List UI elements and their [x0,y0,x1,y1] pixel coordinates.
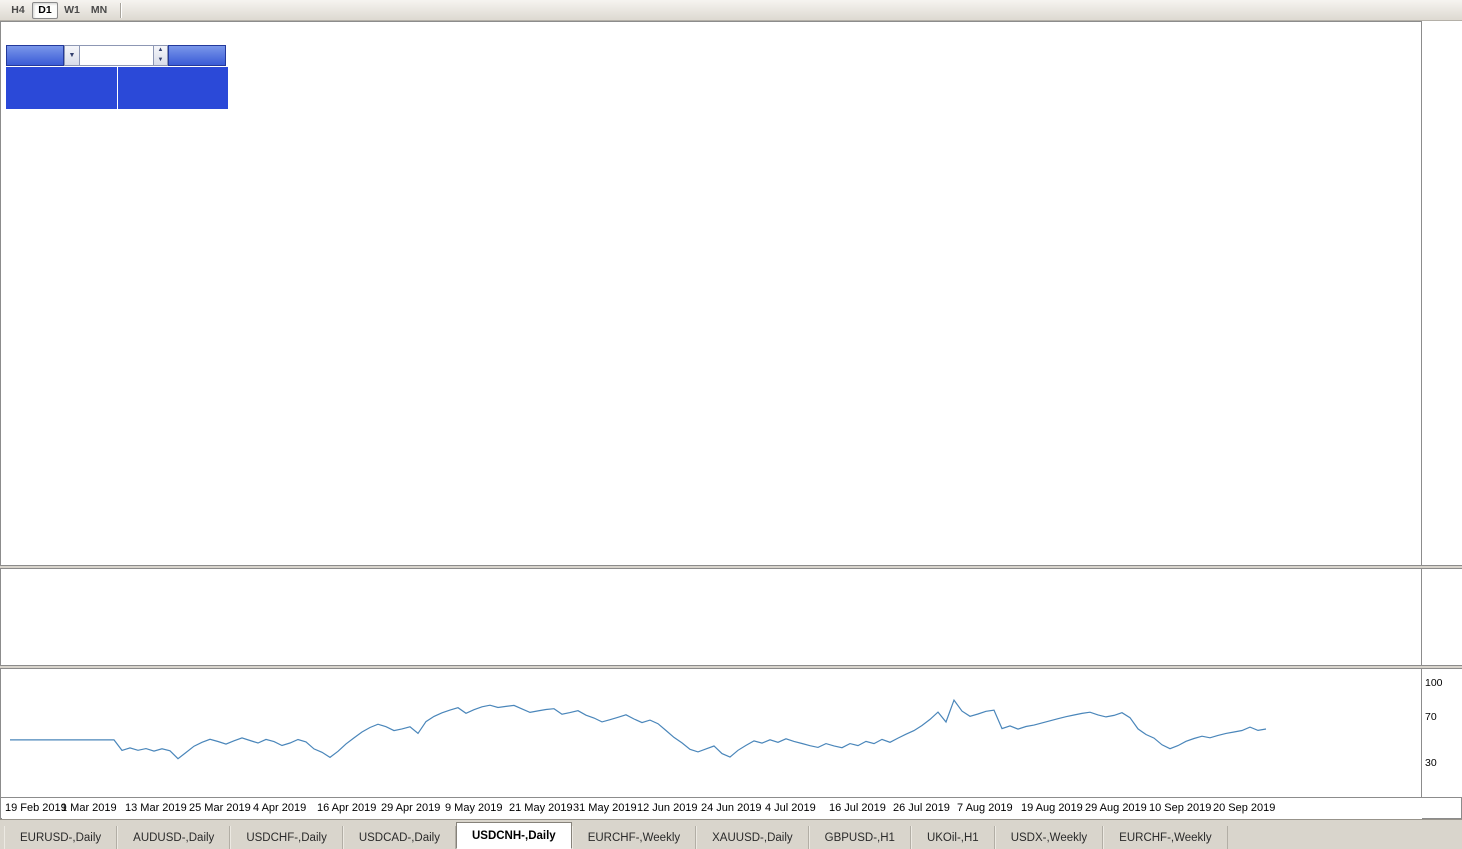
chart-window [0,21,1462,819]
timeframe-button-h4[interactable]: H4 [11,4,25,16]
macd-pane-canvas[interactable] [2,569,1421,665]
date-label: 16 Apr 2019 [317,802,377,814]
date-label: 29 Apr 2019 [381,802,441,814]
date-label: 21 May 2019 [509,802,573,814]
pane-splitter-macd[interactable] [0,565,1462,569]
date-label: 7 Aug 2019 [957,802,1013,814]
rsi-axis-label: 70 [1425,711,1437,723]
sell-price-display[interactable] [6,67,117,109]
chart-tab-usdx-weekly[interactable]: USDX-,Weekly [994,826,1104,849]
chart-tab-usdchf-daily[interactable]: USDCHF-,Daily [230,826,343,849]
date-label: 20 Sep 2019 [1213,802,1276,814]
date-label: 26 Jul 2019 [893,802,950,814]
date-label: 19 Aug 2019 [1021,802,1083,814]
volume-dropdown-button[interactable]: ▼ [64,45,80,66]
timeframe-button-w1[interactable]: W1 [64,4,80,16]
date-label: 19 Feb 2019 [5,802,67,814]
chart-tab-eurchf-weekly[interactable]: EURCHF-,Weekly [571,826,697,849]
date-label: 31 May 2019 [573,802,637,814]
chart-tab-usdcnh-daily[interactable]: USDCNH-,Daily [455,822,572,849]
chart-tab-xauusd-daily[interactable]: XAUUSD-,Daily [696,826,809,849]
chart-tab-audusd-daily[interactable]: AUDUSD-,Daily [117,826,231,849]
chart-tab-ukoil-h1[interactable]: UKOil-,H1 [910,826,995,849]
buy-price-display[interactable] [117,67,228,109]
date-label: 10 Sep 2019 [1149,802,1212,814]
chart-tab-eurchf-weekly[interactable]: EURCHF-,Weekly [1103,826,1228,849]
timeframe-button-d1[interactable]: D1 [32,1,58,19]
chart-bottom-frame [0,797,1462,798]
date-label: 12 Jun 2019 [637,802,698,814]
date-label: 16 Jul 2019 [829,802,886,814]
price-axis[interactable]: 100 70 30 [1422,21,1462,797]
rsi-line [10,698,1267,760]
buy-button[interactable] [168,45,226,66]
period-toolbar: H4 D1 W1 MN [0,0,1462,21]
one-click-trading-widget: ▼ ▲ ▼ [6,45,228,109]
date-label: 4 Jul 2019 [765,802,816,814]
timeframe-button-mn[interactable]: MN [90,4,108,16]
macd-indicator-label [8,572,21,584]
volume-stepper[interactable]: ▲ ▼ [154,45,168,66]
rsi-axis-label: 100 [1425,676,1443,689]
rsi-axis-label: 30 [1425,756,1437,769]
date-label: 25 Mar 2019 [189,802,251,814]
rsi-pane-canvas[interactable] [2,669,1421,797]
sell-button[interactable] [6,45,64,66]
volume-step-up-icon[interactable]: ▲ [157,47,164,53]
volume-input[interactable] [80,45,154,66]
toolbar-separator [120,2,122,18]
date-label: 29 Aug 2019 [1085,802,1147,814]
date-label: 13 Mar 2019 [125,802,187,814]
chart-tab-bar: EURUSD-,Daily AUDUSD-,Daily USDCHF-,Daily U… [0,819,1462,849]
volume-step-down-icon[interactable]: ▼ [157,56,164,63]
chart-tab-eurusd-daily[interactable]: EURUSD-,Daily [4,826,118,849]
date-label: 4 Apr 2019 [253,802,307,814]
pane-splitter-rsi[interactable] [0,665,1462,669]
time-axis[interactable]: 19 Feb 2019 1 Mar 2019 13 Mar 2019 25 Mar 2… [2,798,1422,819]
chart-tab-usdcad-daily[interactable]: USDCAD-,Daily [342,826,456,849]
date-label: 1 Mar 2019 [61,802,117,814]
chart-tab-gbpusd-h1[interactable]: GBPUSD-,H1 [808,826,911,849]
price-axis-separator [1421,21,1422,797]
date-label: 24 Jun 2019 [701,802,762,814]
rsi-indicator-label [8,672,15,684]
date-label: 9 May 2019 [445,802,503,814]
